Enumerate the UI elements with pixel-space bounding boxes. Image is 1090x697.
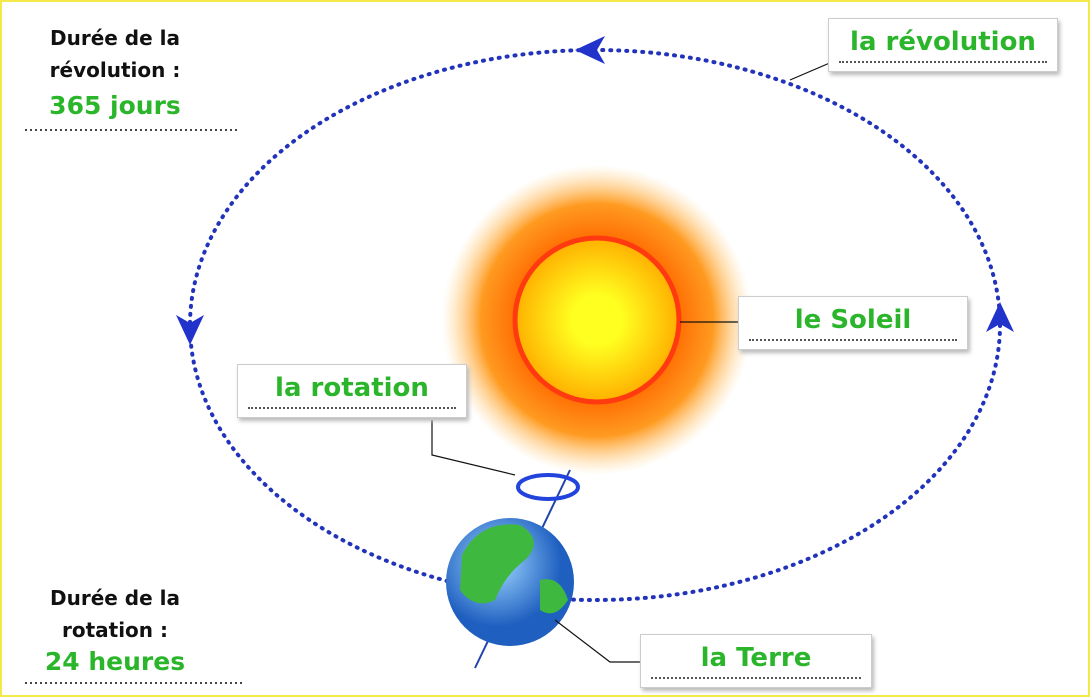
label-sun: le Soleil [738,296,968,350]
sun [512,235,682,405]
rotation-duration: Durée de la rotation : 24 heures [20,582,210,678]
revolution-duration: Durée de la révolution : 365 jours [20,22,210,122]
pointers [431,61,833,663]
continent [460,524,534,604]
arrowhead [986,302,1014,332]
label-rotation: la rotation [237,364,467,418]
duration-label: Durée de la rotation : [50,586,180,642]
rotation-arrow [516,473,580,501]
duration-label: Durée de la révolution : [49,26,181,82]
duration-value: 24 heures [44,647,186,676]
label-revolution: la révolution [828,18,1058,72]
pointer [431,420,516,476]
continent [540,579,568,614]
arrowhead [575,36,605,64]
arrowhead [176,315,204,345]
duration-value: 365 jours [49,91,181,120]
label-earth: la Terre [640,634,872,688]
pointer [554,619,640,663]
pointer [789,61,833,81]
